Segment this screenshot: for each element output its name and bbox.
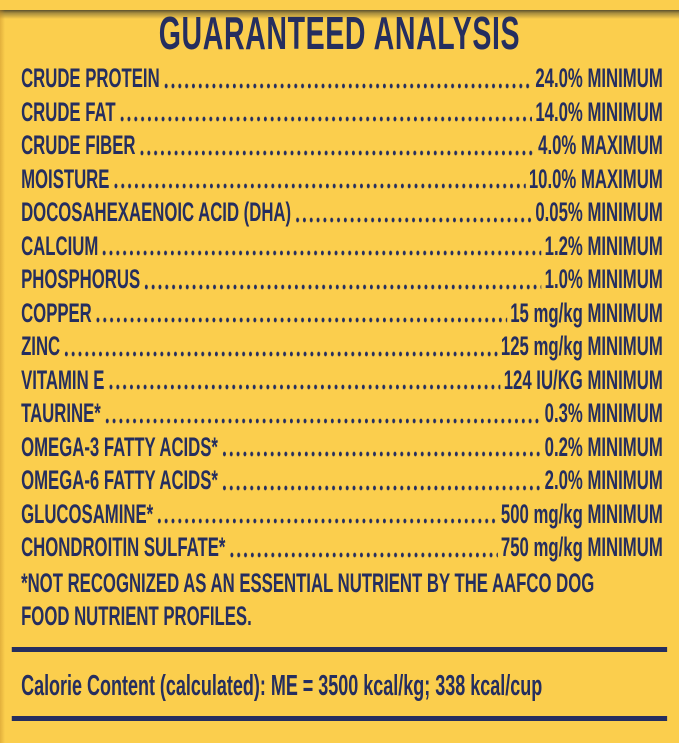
dot-leader [157, 518, 498, 524]
divider-rule-bottom [11, 715, 668, 721]
nutrient-value: 0.2% MINIMUM [544, 431, 663, 462]
analysis-row: ZINC 125 mg/kg MINIMUM [21, 330, 663, 364]
analysis-row: GLUCOSAMINE* 500 mg/kg MINIMUM [21, 498, 663, 532]
analysis-row: CALCIUM 1.2% MINIMUM [21, 230, 663, 264]
calorie-value: ME = 3500 kcal/kg; 338 kcal/cup [270, 669, 543, 702]
nutrient-value: 24.0% MINIMUM [535, 63, 663, 93]
guaranteed-analysis-label: { "colors": { "background": "#fbce4d", "… [0, 10, 679, 743]
nutrient-value: 15 mg/kg MINIMUM [510, 297, 663, 328]
dot-leader [64, 350, 498, 357]
analysis-row: COPPER 15 mg/kg MINIMUM [21, 297, 663, 331]
label-panel: GUARANTEED ANALYSIS CRUDE PROTEIN 24.0% … [0, 10, 679, 721]
analysis-row: CRUDE FIBER 4.0% MAXIMUM [21, 129, 663, 163]
analysis-row: OMEGA-6 FATTY ACIDS* 2.0% MINIMUM [21, 464, 663, 498]
analysis-table: CRUDE PROTEIN 24.0% MINIMUM CRUDE FAT 14… [0, 62, 679, 565]
nutrient-name: MOISTURE [21, 163, 110, 194]
dot-leader [108, 384, 501, 390]
analysis-row: TAURINE* 0.3% MINIMUM [21, 397, 663, 431]
divider-rule-top [11, 646, 668, 652]
calorie-label: Calorie Content (calculated): [21, 669, 266, 702]
dot-leader [222, 451, 542, 457]
nutrient-name: COPPER [21, 297, 92, 328]
dot-leader [295, 216, 533, 223]
calorie-content-line: Calorie Content (calculated): ME = 3500 … [21, 667, 663, 705]
nutrient-value: 125 mg/kg MINIMUM [500, 331, 663, 361]
dot-leader [96, 317, 508, 323]
dot-leader [119, 116, 533, 122]
dot-leader [144, 283, 542, 290]
analysis-row: CRUDE FAT 14.0% MINIMUM [21, 96, 663, 130]
nutrient-name: OMEGA-6 FATTY ACIDS* [21, 465, 218, 495]
nutrient-name: GLUCOSAMINE* [21, 498, 154, 529]
nutrient-value: 1.2% MINIMUM [544, 230, 663, 261]
nutrient-name: ZINC [21, 331, 61, 361]
nutrient-name: OMEGA-3 FATTY ACIDS* [21, 431, 218, 462]
aafco-footnote-line-1: *NOT RECOGNIZED AS AN ESSENTIAL NUTRIENT… [21, 567, 595, 598]
analysis-row: PHOSPHORUS 1.0% MINIMUM [21, 263, 663, 297]
nutrient-value: 500 mg/kg MINIMUM [500, 498, 663, 529]
dot-leader [139, 149, 536, 156]
dot-leader [222, 484, 542, 491]
analysis-row: DOCOSAHEXAENOIC ACID (DHA) 0.05% MINIMUM [21, 196, 663, 230]
dot-leader [229, 551, 498, 558]
dot-leader [163, 82, 533, 89]
nutrient-name: CRUDE PROTEIN [21, 63, 160, 93]
nutrient-name: TAURINE* [21, 398, 101, 428]
analysis-row: CHONDROITIN SULFATE* 750 mg/kg MINIMUM [21, 531, 663, 565]
nutrient-value: 750 mg/kg MINIMUM [500, 532, 663, 562]
nutrient-value: 2.0% MINIMUM [544, 465, 663, 495]
panel-title: GUARANTEED ANALYSIS [158, 7, 521, 59]
analysis-row: CRUDE PROTEIN 24.0% MINIMUM [21, 62, 663, 96]
nutrient-value: 0.05% MINIMUM [535, 197, 663, 227]
analysis-row: VITAMIN E 124 IU/KG MINIMUM [21, 364, 663, 398]
nutrient-name: DOCOSAHEXAENOIC ACID (DHA) [21, 197, 292, 227]
nutrient-value: 1.0% MINIMUM [544, 264, 663, 294]
dot-leader [105, 417, 542, 424]
nutrient-name: CRUDE FAT [21, 96, 116, 127]
dot-leader [113, 183, 526, 189]
nutrient-name: VITAMIN E [21, 364, 105, 395]
analysis-row: MOISTURE 10.0% MAXIMUM [21, 163, 663, 197]
aafco-footnote: *NOT RECOGNIZED AS AN ESSENTIAL NUTRIENT… [21, 567, 663, 634]
dot-leader [102, 250, 542, 256]
nutrient-name: CRUDE FIBER [21, 130, 136, 160]
nutrient-name: CHONDROITIN SULFATE* [21, 532, 226, 562]
nutrient-name: CALCIUM [21, 230, 99, 261]
nutrient-value: 124 IU/KG MINIMUM [503, 364, 663, 395]
nutrient-value: 0.3% MINIMUM [544, 398, 663, 428]
nutrient-value: 4.0% MAXIMUM [538, 130, 663, 160]
nutrient-value: 10.0% MAXIMUM [528, 163, 663, 194]
nutrient-name: PHOSPHORUS [21, 264, 141, 294]
analysis-row: OMEGA-3 FATTY ACIDS* 0.2% MINIMUM [21, 431, 663, 465]
nutrient-value: 14.0% MINIMUM [535, 96, 663, 127]
aafco-footnote-line-2: FOOD NUTRIENT PROFILES. [21, 601, 252, 631]
